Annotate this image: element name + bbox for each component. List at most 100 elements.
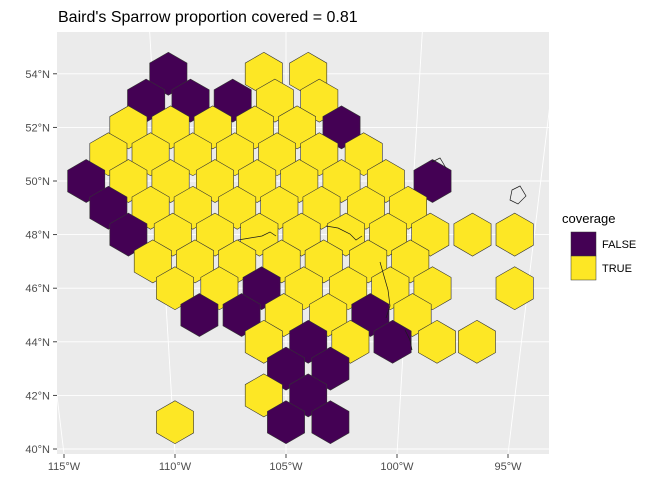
hex-cell-true (238, 159, 277, 203)
hex-cell-false (149, 51, 188, 96)
y-tick-label: 46°N (25, 283, 50, 295)
hex-cell-true (240, 212, 279, 257)
hex-cell-true (282, 212, 321, 257)
hex-cell-false (373, 319, 412, 364)
hex-cell-true (176, 239, 214, 284)
hex-cell-true (156, 266, 194, 311)
hex-cell-true (278, 105, 317, 150)
hex-cell-true (255, 78, 294, 123)
hex-cell-true (244, 319, 283, 364)
hex-cell-false (289, 319, 328, 364)
y-tick-label: 44°N (25, 337, 50, 349)
hex-cell-false (109, 212, 148, 257)
x-axis: 115°W 110°W 105°W 100°W 95°W (48, 454, 522, 473)
boundary-line (509, 185, 527, 205)
y-tick-label: 52°N (25, 122, 50, 134)
hex-cell-true (173, 185, 212, 230)
hex-cell-false (267, 346, 305, 391)
hex-cell-false (311, 346, 350, 391)
hex-cell-false (222, 293, 261, 337)
legend-title: coverage (562, 211, 615, 226)
boundary-line (431, 157, 447, 169)
hex-cell-false (322, 105, 361, 150)
boundary-line (404, 329, 413, 351)
hex-cell-true (300, 78, 339, 123)
hex-cell-true (304, 239, 343, 284)
hex-cell-true (236, 105, 274, 150)
hex-cell-false (311, 400, 350, 445)
gridline-lon (12, 31, 65, 455)
hex-cell-true (389, 185, 428, 230)
hex-cell-false (413, 159, 452, 203)
hex-cell-true (302, 185, 341, 230)
y-axis: 40°N 42°N 44°N 46°N 48°N 50°N 52°N 54°N (25, 69, 57, 456)
chart-title: Baird's Sparrow proportion covered = 0.8… (58, 9, 358, 26)
x-tick-label: 110°W (159, 461, 192, 473)
hex-cell-true (109, 159, 148, 203)
hex-cell-true (322, 159, 361, 203)
hex-cell-true (151, 159, 190, 203)
hex-cell-true (344, 132, 383, 177)
y-tick-label: 48°N (25, 230, 50, 242)
hex-cell-true (417, 319, 456, 364)
hex-cell-true (346, 185, 385, 230)
hex-cell-true (200, 266, 239, 311)
legend-swatch-true (570, 255, 597, 281)
y-tick-label: 40°N (25, 444, 50, 456)
hex-cell-true (331, 319, 370, 364)
hex-cell-true (131, 132, 170, 177)
hex-cell-true (218, 185, 257, 230)
y-tick-label: 54°N (25, 69, 50, 81)
hex-cell-true (413, 266, 452, 311)
hex-cell-true (284, 266, 323, 311)
boundary-lines (237, 157, 527, 351)
hex-cell-true (153, 212, 192, 257)
hex-cell-true (369, 212, 408, 257)
boundary-line (379, 261, 391, 319)
hex-cell-false (267, 400, 305, 445)
hex-cell-false (67, 159, 106, 203)
hex-cell-true (196, 159, 234, 203)
hex-cell-true (411, 212, 450, 257)
hex-cell-true (453, 212, 492, 257)
hex-cell-true (156, 400, 194, 445)
legend-label-false: FALSE (602, 239, 636, 251)
hex-cell-true (393, 293, 432, 337)
hex-cell-true (366, 159, 405, 203)
boundary-line (237, 231, 277, 241)
hex-cell-true (133, 239, 172, 284)
hex-cell-false (289, 373, 328, 418)
hex-cell-true (216, 132, 254, 177)
legend-label-true: TRUE (602, 263, 632, 275)
hex-cell-false (180, 293, 219, 337)
hex-cell-false (89, 185, 128, 230)
hex-cells (67, 51, 534, 445)
hex-cell-true (173, 132, 212, 177)
hex-cell-true (457, 319, 496, 364)
hex-cell-true (193, 105, 232, 150)
y-tick-label: 42°N (25, 390, 50, 402)
hex-cell-true (495, 212, 534, 257)
boundary-line (325, 225, 363, 241)
x-tick-label: 95°W (494, 461, 522, 473)
hex-cell-true (89, 132, 128, 177)
hex-cell-true (309, 293, 348, 337)
hex-cell-true (260, 185, 299, 230)
hex-cell-false (242, 266, 281, 311)
hex-cell-false (171, 78, 210, 123)
x-tick-label: 105°W (269, 461, 303, 473)
hex-cell-true (151, 105, 190, 150)
legend-swatch-false (570, 231, 597, 257)
hex-cell-true (349, 239, 388, 284)
hex-cell-false (213, 78, 252, 123)
hex-cell-true (300, 132, 339, 177)
x-tick-label: 100°W (380, 461, 414, 473)
x-tick-label: 115°W (48, 461, 81, 473)
hex-cell-true (196, 212, 234, 257)
legend: coverage FALSE TRUE (562, 211, 636, 281)
hex-cell-true (262, 239, 301, 284)
y-tick-label: 50°N (25, 176, 50, 188)
hex-cell-true (371, 266, 410, 311)
hex-cell-true (495, 266, 534, 311)
